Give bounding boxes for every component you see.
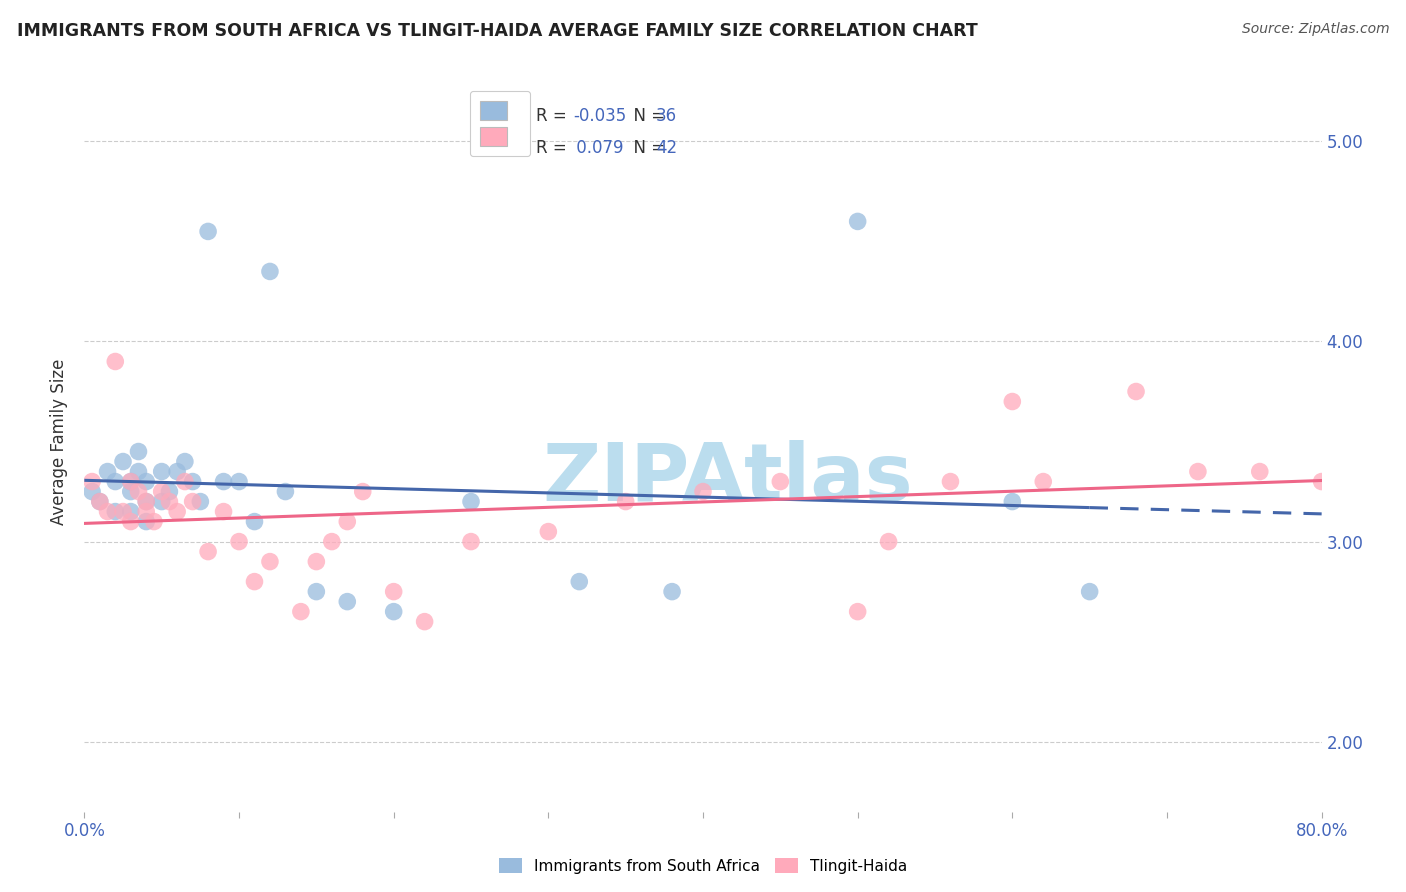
Point <box>290 605 312 619</box>
Point <box>82 484 104 499</box>
Point <box>82 475 104 489</box>
Point <box>166 465 188 479</box>
Point <box>305 584 328 599</box>
Point <box>243 515 266 529</box>
Point <box>104 505 127 519</box>
Point <box>135 505 157 519</box>
Point <box>96 465 118 479</box>
Text: -0.035: -0.035 <box>574 107 626 125</box>
Point <box>243 574 266 589</box>
Text: R =: R = <box>536 139 572 158</box>
Point <box>382 605 405 619</box>
Point <box>568 574 591 589</box>
Point <box>321 534 343 549</box>
Point <box>212 505 235 519</box>
Point <box>120 475 142 489</box>
Point <box>1078 584 1101 599</box>
Point <box>112 505 135 519</box>
Text: R =: R = <box>536 107 572 125</box>
Point <box>127 465 149 479</box>
Point <box>135 494 157 508</box>
Point <box>181 494 204 508</box>
Point <box>228 475 250 489</box>
Point <box>150 465 173 479</box>
Point <box>413 615 436 629</box>
Point <box>166 505 188 519</box>
Point <box>135 475 157 489</box>
Point <box>336 594 359 608</box>
Point <box>939 475 962 489</box>
Text: N =: N = <box>623 107 669 125</box>
Point <box>846 214 869 228</box>
Point <box>212 475 235 489</box>
Legend: Immigrants from South Africa, Tlingit-Haida: Immigrants from South Africa, Tlingit-Ha… <box>492 852 914 880</box>
Point <box>112 454 135 468</box>
Point <box>197 544 219 558</box>
Point <box>1001 394 1024 409</box>
Point <box>96 505 118 519</box>
Point <box>382 584 405 599</box>
Point <box>120 505 142 519</box>
Point <box>352 484 374 499</box>
Point <box>1032 475 1054 489</box>
Point <box>174 475 197 489</box>
Point <box>89 494 111 508</box>
Point <box>143 515 166 529</box>
Point <box>614 494 637 508</box>
Point <box>460 534 482 549</box>
Point <box>846 605 869 619</box>
Point <box>692 484 714 499</box>
Point <box>181 475 204 489</box>
Point <box>460 494 482 508</box>
Point <box>1310 475 1333 489</box>
Point <box>120 475 142 489</box>
Point <box>661 584 683 599</box>
Point <box>769 475 792 489</box>
Point <box>1187 465 1209 479</box>
Point <box>104 354 127 368</box>
Point <box>228 534 250 549</box>
Point <box>336 515 359 529</box>
Point <box>120 484 142 499</box>
Text: ZIPAtlas: ZIPAtlas <box>543 440 912 517</box>
Point <box>877 534 900 549</box>
Point <box>174 454 197 468</box>
Point <box>1249 465 1271 479</box>
Point <box>150 494 173 508</box>
Point <box>1001 494 1024 508</box>
Point <box>127 484 149 499</box>
Point <box>104 475 127 489</box>
Text: IMMIGRANTS FROM SOUTH AFRICA VS TLINGIT-HAIDA AVERAGE FAMILY SIZE CORRELATION CH: IMMIGRANTS FROM SOUTH AFRICA VS TLINGIT-… <box>17 22 977 40</box>
Point <box>305 555 328 569</box>
Point <box>120 515 142 529</box>
Text: 36: 36 <box>657 107 678 125</box>
Text: 0.079: 0.079 <box>571 139 623 158</box>
Point <box>1125 384 1147 399</box>
Point <box>259 264 281 278</box>
Point <box>197 224 219 238</box>
Point <box>127 444 149 458</box>
Point <box>537 524 560 539</box>
Point <box>150 484 173 499</box>
Point <box>159 484 180 499</box>
Point <box>159 494 180 508</box>
Point <box>89 494 111 508</box>
Legend: , : , <box>470 91 530 156</box>
Y-axis label: Average Family Size: Average Family Size <box>51 359 69 524</box>
Point <box>274 484 297 499</box>
Point <box>188 494 211 508</box>
Point <box>259 555 281 569</box>
Text: Source: ZipAtlas.com: Source: ZipAtlas.com <box>1241 22 1389 37</box>
Point <box>135 515 157 529</box>
Point <box>135 494 157 508</box>
Text: 42: 42 <box>657 139 678 158</box>
Text: N =: N = <box>623 139 669 158</box>
